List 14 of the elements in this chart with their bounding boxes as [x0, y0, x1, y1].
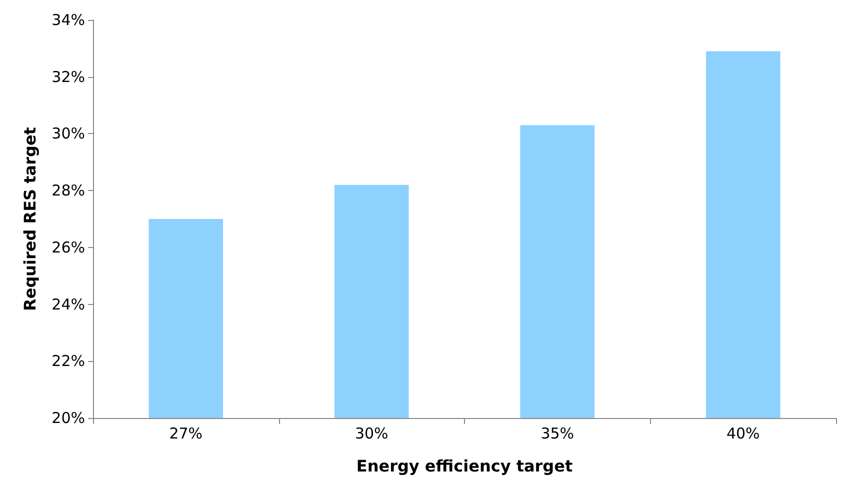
y-tick-label: 34% — [52, 11, 85, 29]
x-axis-title: Energy efficiency target — [356, 456, 573, 476]
x-tick-label: 35% — [540, 424, 574, 442]
y-tick-label: 22% — [52, 352, 85, 370]
y-tick-label: 26% — [52, 238, 85, 256]
y-tick-label: 20% — [52, 409, 85, 427]
y-tick-label: 30% — [52, 124, 85, 143]
y-tick-label: 24% — [52, 295, 85, 314]
y-axis-title: Required RES target — [20, 126, 40, 311]
x-tick-label: 40% — [726, 424, 760, 442]
x-tick-label: 30% — [354, 424, 388, 442]
y-tick-label: 32% — [52, 68, 85, 86]
x-tick-label: 27% — [169, 424, 203, 442]
y-tick-label: 28% — [52, 182, 85, 200]
